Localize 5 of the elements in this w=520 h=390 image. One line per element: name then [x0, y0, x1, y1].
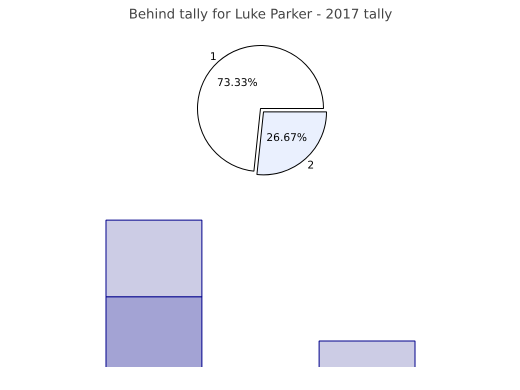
data-label: 26.67% [266, 131, 308, 144]
data-label: 73.33% [217, 76, 258, 90]
slice-label: 1 [210, 50, 217, 64]
chart-title: Behind tally for Luke Parker - 2017 tally [128, 8, 392, 22]
slice-label: 2 [307, 158, 314, 172]
